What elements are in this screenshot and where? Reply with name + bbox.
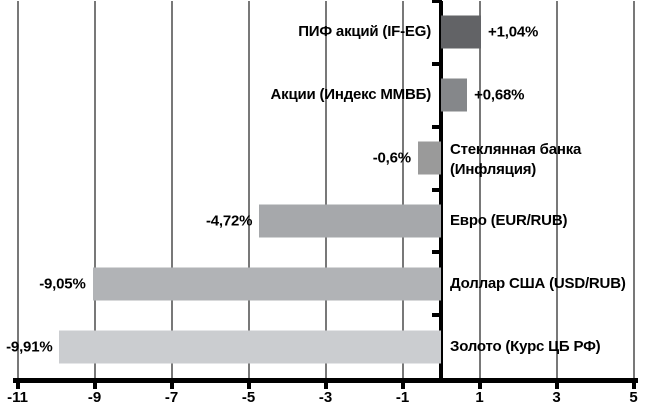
x-axis-tick xyxy=(323,383,328,389)
x-axis-tick xyxy=(477,383,482,389)
x-tick-label: -11 xyxy=(7,389,28,406)
category-axis-tick xyxy=(432,250,442,255)
category-label-line: Евро (EUR/RUB) xyxy=(450,211,568,229)
x-axis-tick xyxy=(554,383,559,389)
category-label-line: (Инфляция) xyxy=(450,161,537,179)
bar-1 xyxy=(441,15,482,49)
gridline xyxy=(16,1,19,378)
x-tick-label: 5 xyxy=(629,389,638,406)
gridline xyxy=(632,1,635,378)
category-axis-tick xyxy=(432,124,442,129)
category-label: Доллар США (USD/RUB) xyxy=(450,274,626,294)
x-axis-tick xyxy=(92,383,97,389)
category-axis-tick xyxy=(432,0,442,3)
x-tick-label: -5 xyxy=(241,389,256,406)
bar-6 xyxy=(59,330,441,364)
gridline xyxy=(401,1,404,378)
x-axis-tick xyxy=(631,383,636,389)
gridline xyxy=(247,1,250,378)
category-label-line: Акции (Индекс ММВБ) xyxy=(270,86,432,104)
category-label-line: Стеклянная банка xyxy=(450,141,582,159)
category-axis-tick xyxy=(432,313,442,318)
category-label: ПИФ акций (IF-EG) xyxy=(298,22,431,42)
x-axis xyxy=(13,378,638,383)
x-tick-label: -3 xyxy=(318,389,333,406)
bar-5 xyxy=(92,267,441,301)
value-label: +0,68% xyxy=(474,86,525,104)
x-axis-tick xyxy=(246,383,251,389)
category-label: Акции (Индекс ММВБ) xyxy=(271,85,432,105)
category-label-line: ПИФ акций (IF-EG) xyxy=(298,23,431,41)
value-label: -0,6% xyxy=(372,149,411,167)
x-axis-tick xyxy=(15,383,20,389)
x-tick-label: -9 xyxy=(87,389,102,406)
x-axis-tick xyxy=(169,383,174,389)
x-tick-label: 1 xyxy=(475,389,484,406)
value-label: -9,91% xyxy=(6,338,53,356)
category-label-line: Доллар США (USD/RUB) xyxy=(450,274,626,292)
gridline xyxy=(324,1,327,378)
category-axis-tick xyxy=(432,187,442,192)
x-tick-label: -1 xyxy=(395,389,410,406)
category-label: Евро (EUR/RUB) xyxy=(450,211,567,231)
gridline xyxy=(555,1,558,378)
x-tick-label: -7 xyxy=(164,389,179,406)
category-label-line: Золото (Курс ЦБ РФ) xyxy=(450,337,601,355)
x-axis-tick xyxy=(400,383,405,389)
category-axis-tick xyxy=(432,61,442,66)
category-label: Золото (Курс ЦБ РФ) xyxy=(450,337,601,357)
value-label: +1,04% xyxy=(488,23,539,41)
gridline xyxy=(170,1,173,378)
bar-4 xyxy=(259,204,441,238)
bar-3 xyxy=(417,141,441,175)
category-label: Стеклянная банка (Инфляция) xyxy=(450,140,581,180)
x-tick-label: 3 xyxy=(552,389,561,406)
bar-2 xyxy=(441,78,468,112)
value-label: -9,05% xyxy=(39,275,86,293)
gridline xyxy=(478,1,481,378)
gridline xyxy=(93,1,96,378)
value-label: -4,72% xyxy=(205,212,253,230)
